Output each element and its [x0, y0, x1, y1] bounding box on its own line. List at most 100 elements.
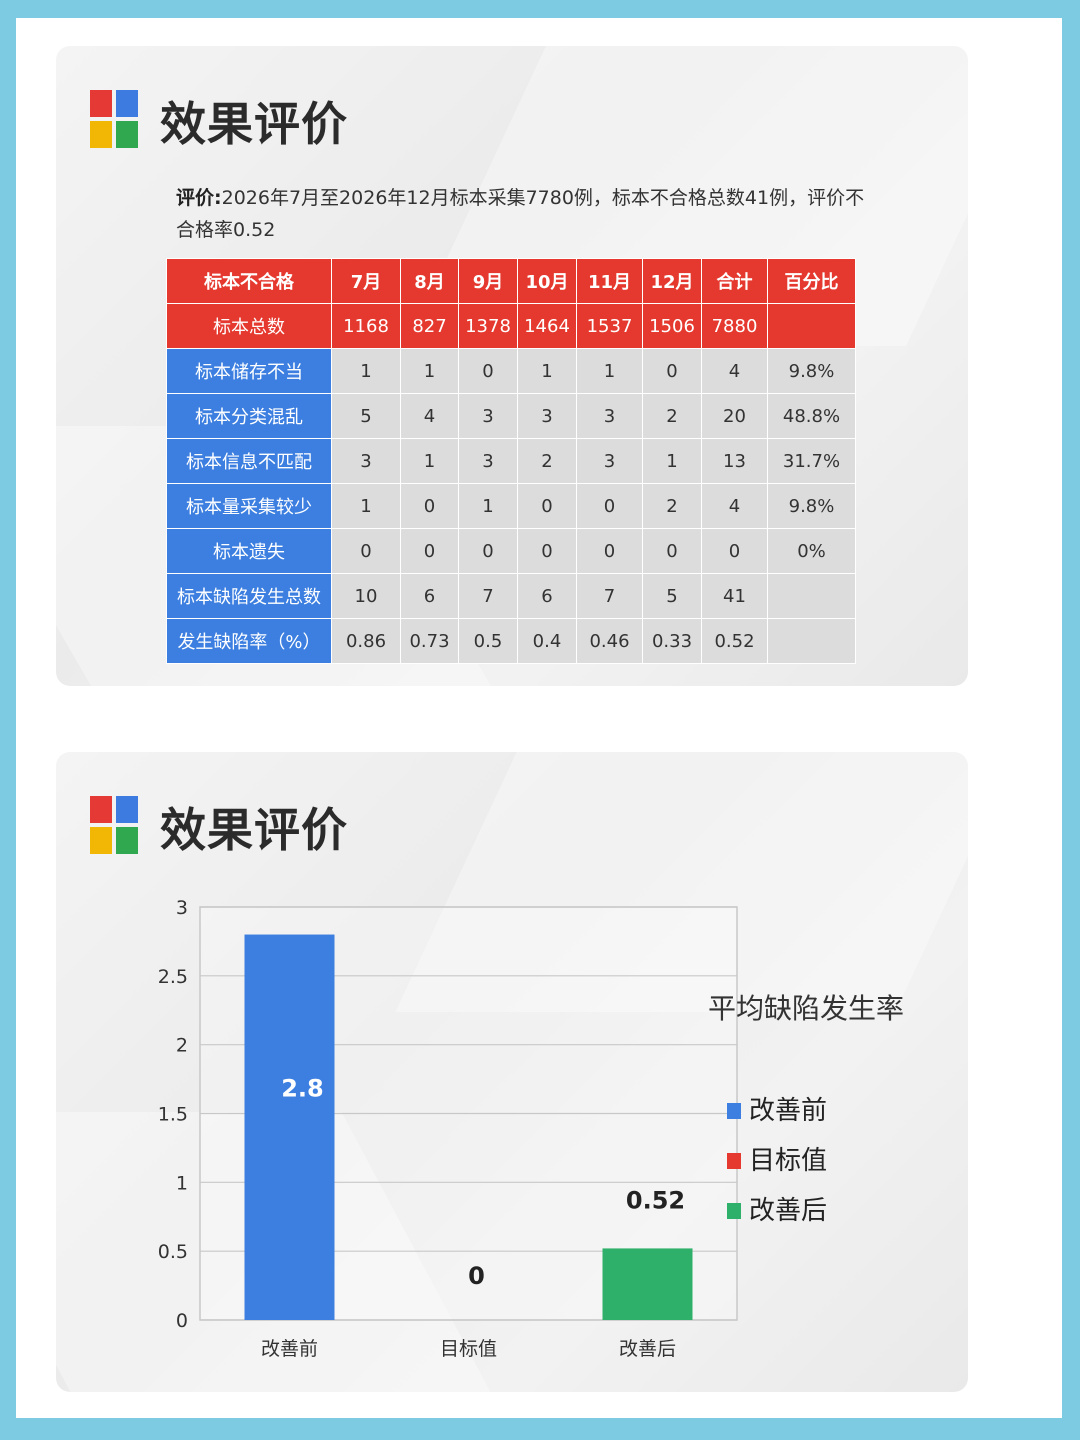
table-cell: 10月 — [517, 258, 577, 304]
table-cell: 11月 — [576, 258, 643, 304]
table-cell: 1168 — [331, 303, 401, 349]
data-label: 2.8 — [281, 1074, 324, 1102]
table-cell: 3 — [576, 438, 643, 484]
table-cell: 8月 — [400, 258, 459, 304]
table-row: 标本量采集较少 1 0 1 0 0 2 4 9.8% — [166, 483, 856, 529]
legend-label: 改善后 — [749, 1196, 827, 1226]
table-cell: 0.86 — [331, 618, 401, 664]
table-cell: 0% — [767, 528, 856, 574]
table-cell: 3 — [517, 393, 577, 439]
table-cell: 2 — [642, 393, 702, 439]
table-cell: 1 — [331, 348, 401, 394]
table-cell: 0.5 — [458, 618, 518, 664]
table-cell: 0 — [400, 483, 459, 529]
table-cell: 4 — [400, 393, 459, 439]
legend-swatch — [727, 1103, 741, 1119]
table-row: 发生缺陷率（%） 0.86 0.73 0.5 0.4 0.46 0.33 0.52 — [166, 618, 856, 664]
table-cell: 1 — [400, 438, 459, 484]
table-cell: 1 — [400, 348, 459, 394]
table-cell: 3 — [576, 393, 643, 439]
table-cell: 合计 — [701, 258, 768, 304]
table-cell: 10 — [331, 573, 401, 619]
table-cell: 5 — [642, 573, 702, 619]
table-cell: 0.46 — [576, 618, 643, 664]
table-cell: 1537 — [576, 303, 643, 349]
evaluation-body: 2026年7月至2026年12月标本采集7780例，标本不合格总数41例，评价不… — [176, 187, 865, 241]
table-cell: 3 — [331, 438, 401, 484]
table-header-row: 标本不合格 7月 8月 9月 10月 11月 12月 合计 百分比 — [166, 258, 856, 304]
row-label-cell: 标本不合格 — [166, 258, 332, 304]
x-tick-label: 目标值 — [440, 1338, 497, 1360]
table-cell: 7月 — [331, 258, 401, 304]
table-cell: 0 — [642, 528, 702, 574]
bar-3 — [602, 1248, 693, 1320]
table-cell: 4 — [701, 348, 768, 394]
table-cell: 百分比 — [767, 258, 856, 304]
data-label: 0 — [468, 1262, 485, 1290]
page-title: 效果评价 — [160, 97, 348, 151]
row-label-cell: 标本信息不匹配 — [166, 438, 332, 484]
row-label-cell: 标本遗失 — [166, 528, 332, 574]
table-cell: 48.8% — [767, 393, 856, 439]
y-tick-label: 3 — [176, 897, 188, 919]
table-cell: 41 — [701, 573, 768, 619]
table-cell: 1464 — [517, 303, 577, 349]
x-tick-label: 改善前 — [261, 1338, 318, 1360]
windows-logo-icon — [90, 90, 140, 150]
chart-section-title: 效果评价 — [160, 803, 348, 857]
table-cell: 2 — [642, 483, 702, 529]
y-tick-label: 2 — [176, 1035, 188, 1057]
table-cell: 0 — [458, 348, 518, 394]
table-cell: 0 — [458, 528, 518, 574]
legend-label: 改善前 — [749, 1096, 827, 1126]
table-cell: 13 — [701, 438, 768, 484]
table-cell: 1 — [331, 483, 401, 529]
legend-label: 目标值 — [749, 1146, 827, 1176]
row-label-cell: 标本分类混乱 — [166, 393, 332, 439]
row-label-cell: 标本缺陷发生总数 — [166, 573, 332, 619]
bar-1 — [244, 934, 335, 1320]
table-cell — [767, 303, 856, 349]
table-cell: 5 — [331, 393, 401, 439]
table-cell: 7880 — [701, 303, 768, 349]
table-cell: 0.73 — [400, 618, 459, 664]
chart-panel: 效果评价 0 0.5 1 1.5 2 2.5 3 2.8 改善前 0 目标值 0.52 改善后 平均缺陷发… — [56, 752, 968, 1392]
row-label-cell: 标本总数 — [166, 303, 332, 349]
evaluation-text: 评价:2026年7月至2026年12月标本采集7780例，标本不合格总数41例，… — [176, 182, 876, 246]
table-row: 标本分类混乱 5 4 3 3 3 2 20 48.8% — [166, 393, 856, 439]
table-cell: 6 — [400, 573, 459, 619]
table-cell: 12月 — [642, 258, 702, 304]
table-cell: 0 — [517, 528, 577, 574]
table-cell: 3 — [458, 393, 518, 439]
table-cell: 9.8% — [767, 483, 856, 529]
table-row: 标本缺陷发生总数 10 6 7 6 7 5 41 — [166, 573, 856, 619]
x-tick-label: 改善后 — [619, 1338, 676, 1360]
table-cell: 20 — [701, 393, 768, 439]
table-cell: 827 — [400, 303, 459, 349]
table-cell: 0 — [576, 483, 643, 529]
table-cell: 1 — [517, 348, 577, 394]
table-cell: 4 — [701, 483, 768, 529]
y-tick-label: 1 — [176, 1172, 188, 1194]
y-tick-label: 1.5 — [158, 1104, 188, 1126]
table-cell: 3 — [458, 438, 518, 484]
table-cell: 1 — [458, 483, 518, 529]
table-cell: 0 — [701, 528, 768, 574]
defect-rate-bar-chart: 0 0.5 1 1.5 2 2.5 3 2.8 改善前 0 目标值 0.52 改善后 平均缺陷发生率改善前… — [158, 897, 904, 1360]
y-tick-label: 0 — [176, 1310, 188, 1332]
table-cell: 1 — [576, 348, 643, 394]
table-row: 标本总数 1168 827 1378 1464 1537 1506 7880 — [166, 303, 856, 349]
table-row: 标本信息不匹配 3 1 3 2 3 1 13 31.7% — [166, 438, 856, 484]
table-cell: 0.52 — [701, 618, 768, 664]
y-tick-label: 0.5 — [158, 1241, 188, 1263]
table-cell: 0 — [400, 528, 459, 574]
table-cell: 1506 — [642, 303, 702, 349]
table-cell: 7 — [458, 573, 518, 619]
y-tick-label: 2.5 — [158, 966, 188, 988]
table-cell: 9.8% — [767, 348, 856, 394]
table-cell: 0.33 — [642, 618, 702, 664]
chart-title: 平均缺陷发生率 — [708, 992, 904, 1025]
table-cell — [767, 573, 856, 619]
windows-logo-icon — [90, 796, 140, 856]
legend-swatch — [727, 1153, 741, 1169]
